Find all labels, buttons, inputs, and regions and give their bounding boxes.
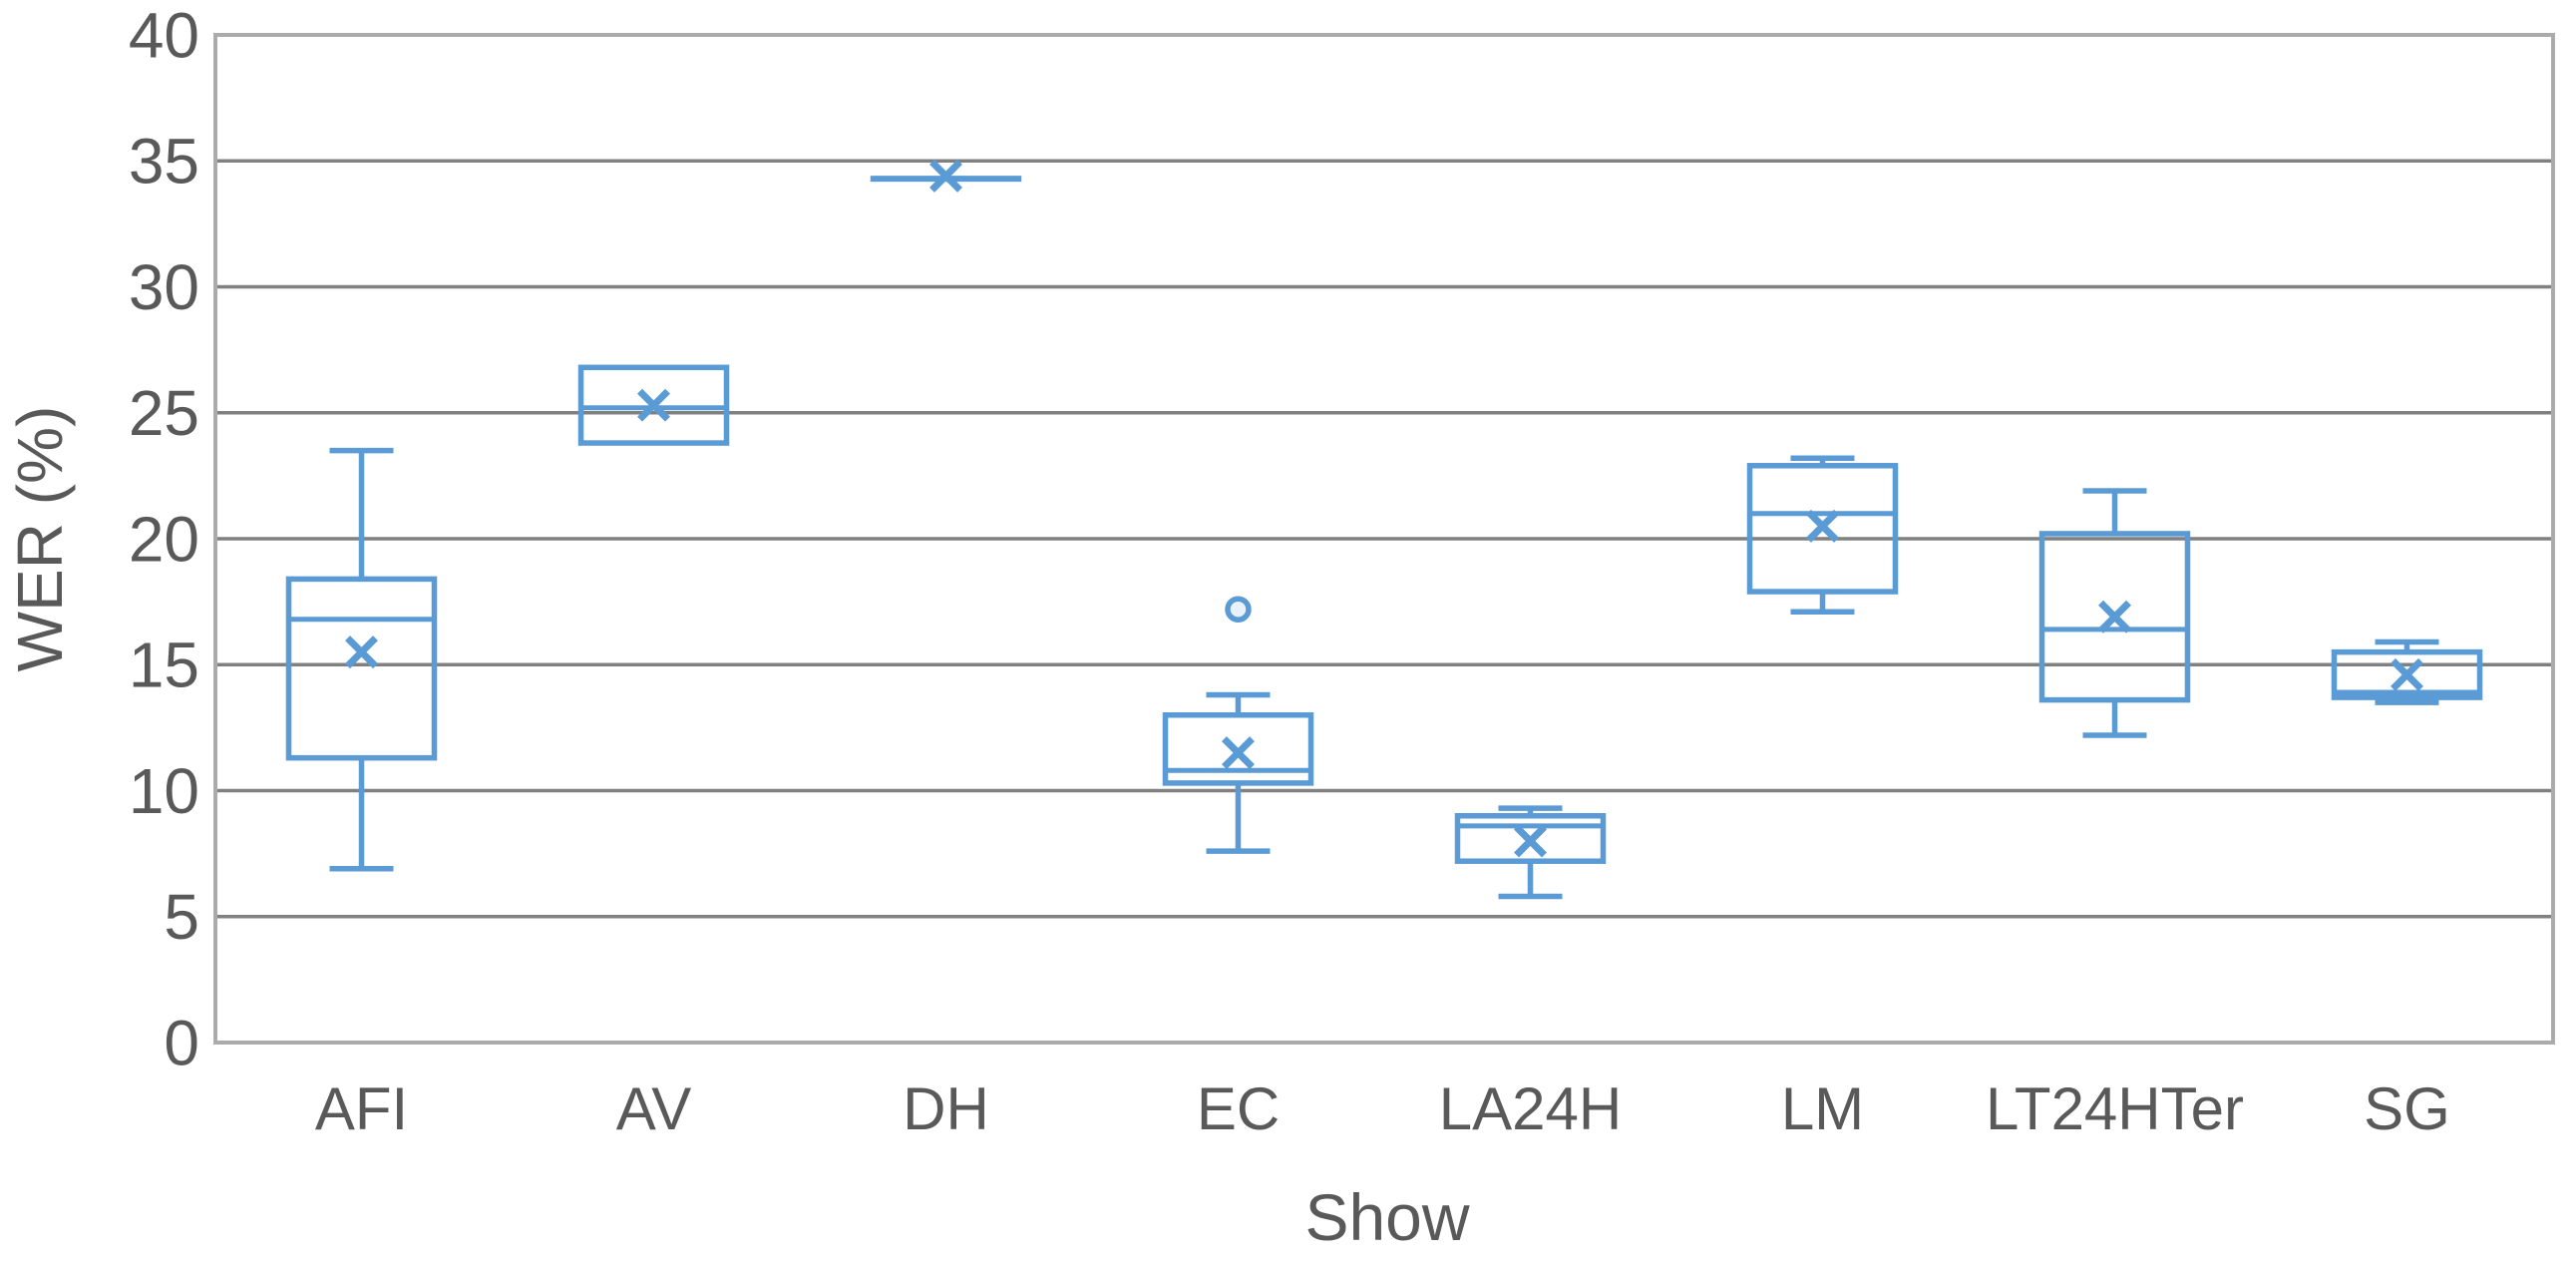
box-group-EC xyxy=(1162,596,1314,854)
box-group-AV xyxy=(577,364,730,446)
x-category-label: EC xyxy=(1197,1075,1280,1142)
axis-tick-layer: 0 5 10 15 20 25 30 35 40 AFI AV DH EC LA24H LM LT24HTer… xyxy=(129,0,2450,1142)
mean-marker xyxy=(1806,509,1839,543)
x-category-label: SG xyxy=(2364,1075,2450,1142)
iqr-box xyxy=(2038,531,2191,703)
x-category-label: AFI xyxy=(315,1075,408,1142)
y-tick-label: 10 xyxy=(129,755,199,827)
y-tick-label: 40 xyxy=(129,0,199,71)
y-axis-title: WER (%) xyxy=(4,406,76,672)
box-group-AFI xyxy=(285,447,438,872)
y-tick-label: 20 xyxy=(129,503,199,575)
box-group-DH xyxy=(870,159,1022,193)
iqr-box xyxy=(1454,813,1607,864)
mean-marker xyxy=(1514,824,1547,858)
mean-marker xyxy=(2391,657,2423,691)
box-group-LM xyxy=(1746,455,1899,615)
y-tick-label: 25 xyxy=(129,377,199,449)
y-tick-label: 5 xyxy=(164,881,199,953)
x-category-label: LT24HTer xyxy=(1986,1075,2244,1142)
mean-marker xyxy=(2098,600,2131,634)
outlier-point xyxy=(1225,596,1252,623)
y-tick-label: 30 xyxy=(129,251,199,323)
box-group-LT24HTer xyxy=(2038,488,2191,738)
mean-marker xyxy=(345,635,378,669)
y-tick-label: 35 xyxy=(129,126,199,198)
x-axis-title: Show xyxy=(1304,1180,1469,1254)
plot-border xyxy=(213,33,2555,1045)
x-category-label: AV xyxy=(616,1075,692,1142)
gridline-layer xyxy=(213,33,2555,1045)
x-category-label: LM xyxy=(1781,1075,1864,1142)
x-category-label: LA24H xyxy=(1439,1075,1622,1142)
box-group-LA24H xyxy=(1454,805,1607,900)
box-group-SG xyxy=(2331,638,2483,705)
x-category-label: DH xyxy=(903,1075,989,1142)
y-tick-label: 15 xyxy=(129,630,199,701)
iqr-box xyxy=(1162,712,1314,786)
y-tick-label: 0 xyxy=(164,1007,199,1078)
box-layer xyxy=(285,159,2483,900)
mean-marker xyxy=(1222,736,1255,770)
iqr-box xyxy=(577,364,730,446)
iqr-box xyxy=(285,576,438,761)
iqr-box xyxy=(2331,648,2483,700)
mean-marker xyxy=(637,388,670,422)
iqr-box xyxy=(1746,463,1899,595)
mean-marker xyxy=(929,159,962,193)
